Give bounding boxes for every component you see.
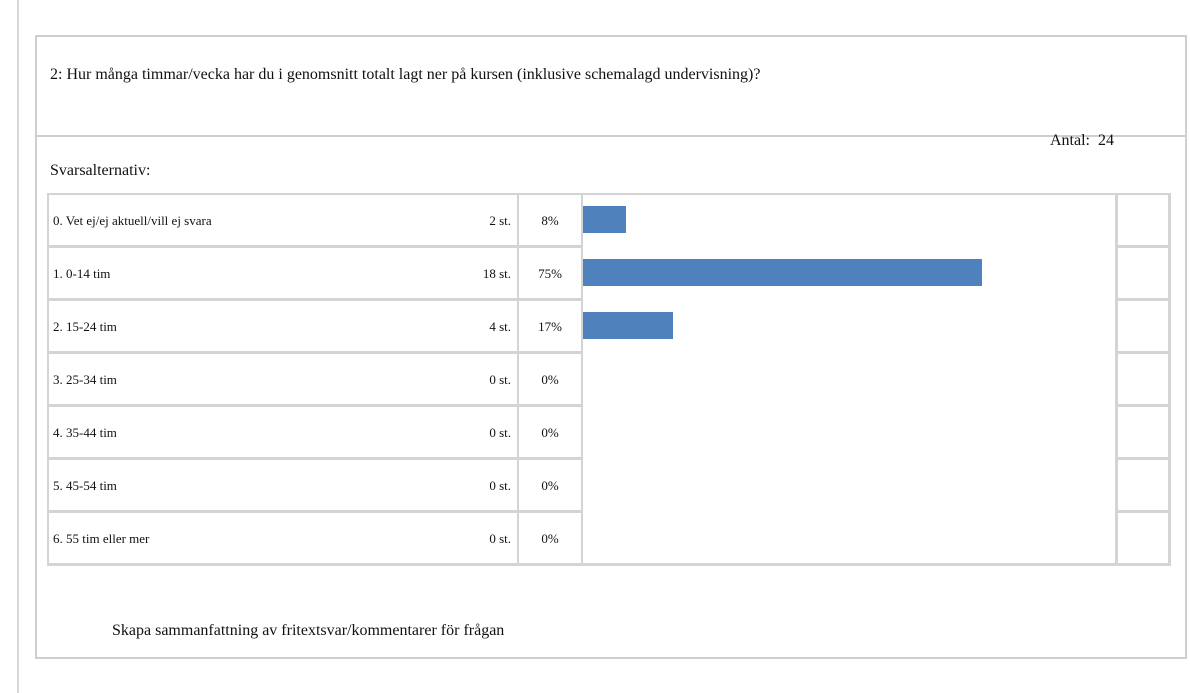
extra-cell bbox=[1118, 460, 1168, 510]
bar bbox=[583, 312, 674, 339]
options-heading: Svarsalternativ: bbox=[50, 162, 151, 179]
chart-area bbox=[583, 195, 1115, 563]
option-label: 0. Vet ej/ej aktuell/vill ej svara bbox=[49, 195, 517, 245]
extra-cell bbox=[1118, 513, 1168, 563]
option-percent: 0% bbox=[519, 407, 581, 457]
extra-cell bbox=[1118, 195, 1168, 245]
options-table: 0. Vet ej/ej aktuell/vill ej svara 2 st. 8… bbox=[47, 193, 1171, 566]
option-percent: 0% bbox=[519, 354, 581, 404]
extra-cell bbox=[1118, 407, 1168, 457]
summary-link[interactable]: Skapa sammanfattning av fritextsvar/komm… bbox=[112, 622, 505, 639]
option-label: 1. 0-14 tim bbox=[49, 248, 517, 298]
option-percent: 0% bbox=[519, 513, 581, 563]
option-count: 4 st. bbox=[489, 319, 511, 334]
option-count: 0 st. bbox=[489, 372, 511, 387]
option-label: 3. 25-34 tim bbox=[49, 354, 517, 404]
total-value: 24 bbox=[1098, 132, 1114, 149]
total-label: Antal: bbox=[1050, 132, 1090, 149]
extra-cell bbox=[1118, 301, 1168, 351]
option-label: 2. 15-24 tim bbox=[49, 301, 517, 351]
option-percent: 75% bbox=[519, 248, 581, 298]
question-header bbox=[35, 35, 1187, 137]
option-percent: 0% bbox=[519, 460, 581, 510]
option-label: 4. 35-44 tim bbox=[49, 407, 517, 457]
extra-cell bbox=[1118, 248, 1168, 298]
option-percent: 17% bbox=[519, 301, 581, 351]
bar bbox=[583, 206, 626, 233]
total: Antal: 24 bbox=[1050, 132, 1114, 150]
option-count: 2 st. bbox=[489, 213, 511, 228]
option-count: 0 st. bbox=[489, 425, 511, 440]
option-label: 6. 55 tim eller mer bbox=[49, 513, 517, 563]
option-count: 18 st. bbox=[482, 266, 511, 281]
option-count: 0 st. bbox=[489, 478, 511, 493]
question-text: 2: Hur många timmar/vecka har du i genom… bbox=[50, 66, 761, 83]
option-percent: 8% bbox=[519, 195, 581, 245]
page-edge bbox=[17, 0, 19, 693]
extra-cell bbox=[1118, 354, 1168, 404]
option-count: 0 st. bbox=[489, 531, 511, 546]
bar bbox=[583, 259, 982, 286]
option-label: 5. 45-54 tim bbox=[49, 460, 517, 510]
